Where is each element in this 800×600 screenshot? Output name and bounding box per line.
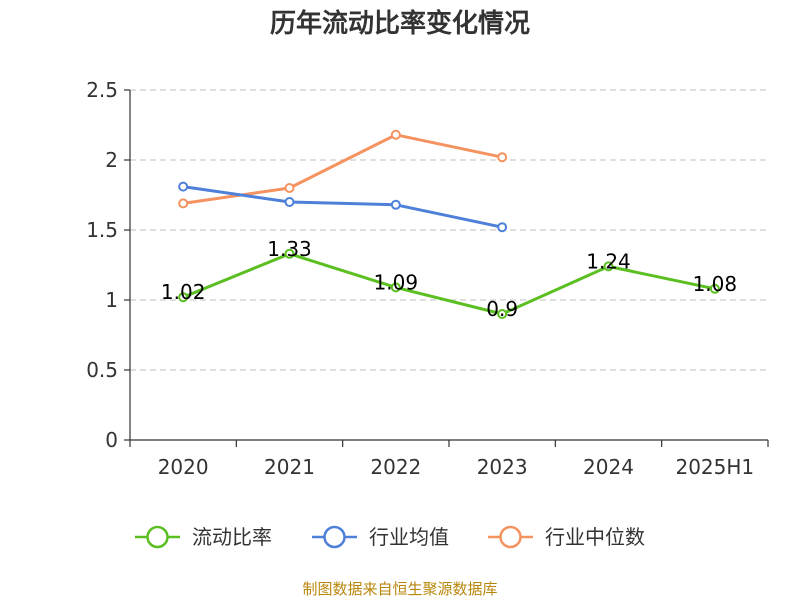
- data-label: 1.08: [693, 272, 738, 296]
- legend-marker: [323, 525, 346, 549]
- data-label: 1.02: [161, 280, 206, 304]
- legend-marker: [499, 525, 522, 549]
- data-labels: 1.02 1.33 1.09 0.9 1.24 1.08: [161, 237, 737, 321]
- data-point: [497, 152, 508, 163]
- data-point: [178, 292, 189, 303]
- legend-label: 行业均值: [369, 525, 449, 549]
- series-line: [182, 252, 716, 316]
- data-point: [178, 181, 189, 192]
- legend: 流动比率 行业均值 行业中位数: [135, 525, 645, 549]
- legend-marker: [146, 525, 169, 549]
- data-point: [284, 183, 295, 193]
- data-point: [497, 309, 508, 319]
- x-tick-label: 2021: [264, 455, 315, 479]
- y-tick-label: 1.5: [86, 218, 118, 242]
- x-tick-label: 2023: [477, 455, 528, 479]
- y-tick-label: 1: [105, 288, 118, 312]
- series-line: [182, 185, 503, 229]
- data-point: [709, 283, 720, 294]
- data-point: [603, 261, 614, 272]
- x-tick-label: 2025H1: [675, 455, 754, 479]
- data-point: [497, 222, 508, 233]
- legend-label: 行业中位数: [545, 525, 645, 549]
- data-point: [284, 248, 295, 259]
- chart-title: 历年流动比率变化情况: [270, 8, 530, 39]
- y-tick-label: 2.5: [86, 78, 118, 102]
- data-label: 1.24: [586, 249, 631, 273]
- data-point: [390, 129, 401, 140]
- source-note: 制图数据来自恒生聚源数据库: [302, 580, 497, 598]
- data-label: 1.09: [374, 270, 419, 294]
- y-tick-label: 2: [105, 148, 118, 172]
- legend-label: 流动比率: [192, 525, 272, 549]
- legend-item: 行业均值: [312, 525, 449, 549]
- data-point: [284, 197, 295, 207]
- data-label: 1.33: [267, 237, 312, 261]
- x-tick-label: 2020: [158, 455, 209, 479]
- data-label: 0.9: [486, 297, 518, 321]
- data-point: [390, 282, 401, 293]
- data-point: [390, 199, 401, 210]
- axes: 0 0.5 1 1.5 2 2.5 2020 2021 2022 2023 2024 2025H1: [86, 78, 769, 479]
- legend-item: 行业中位数: [488, 525, 645, 549]
- y-tick-label: 0: [105, 428, 118, 452]
- data-point: [178, 198, 189, 209]
- grid: [130, 89, 768, 371]
- x-tick-label: 2024: [583, 455, 634, 479]
- legend-item: 流动比率: [135, 525, 272, 549]
- x-tick-label: 2022: [370, 455, 421, 479]
- series-layer: [178, 129, 720, 319]
- y-tick-label: 0.5: [86, 358, 118, 382]
